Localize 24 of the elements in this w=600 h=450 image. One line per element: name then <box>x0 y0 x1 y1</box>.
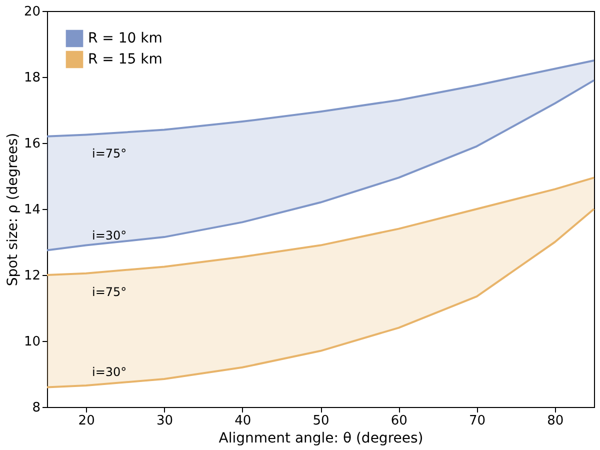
y-tick-label: 10 <box>24 334 40 350</box>
x-tick-label: 30 <box>156 414 173 428</box>
y-axis-title: Spot size: ρ (degrees) <box>4 132 21 286</box>
x-axis-title: Alignment angle: θ (degrees) <box>218 430 424 446</box>
y-tick-label: 20 <box>24 4 40 20</box>
x-tick-label: 50 <box>312 414 330 428</box>
annotation: i=30° <box>92 365 127 380</box>
x-tick-label: 20 <box>78 414 95 428</box>
annotation: i=75° <box>92 285 127 299</box>
y-tick-label: 18 <box>24 70 40 86</box>
y-tick-label: 14 <box>24 202 40 218</box>
y-tick-label: 8 <box>32 400 40 416</box>
y-tick-label: 12 <box>24 268 40 284</box>
x-tick-label: 60 <box>390 414 408 428</box>
line-series <box>46 176 595 276</box>
y-tick-label: 16 <box>24 136 40 152</box>
annotation: i=30° <box>92 228 127 242</box>
annotation: i=75° <box>92 146 127 160</box>
legend-label: R = 15 km <box>88 52 162 68</box>
x-tick-label: 80 <box>547 414 564 428</box>
x-tick-label: 40 <box>234 414 252 428</box>
line-series <box>46 208 595 388</box>
legend-label: R = 10 km <box>88 30 162 46</box>
x-tick-label: 70 <box>469 414 486 428</box>
